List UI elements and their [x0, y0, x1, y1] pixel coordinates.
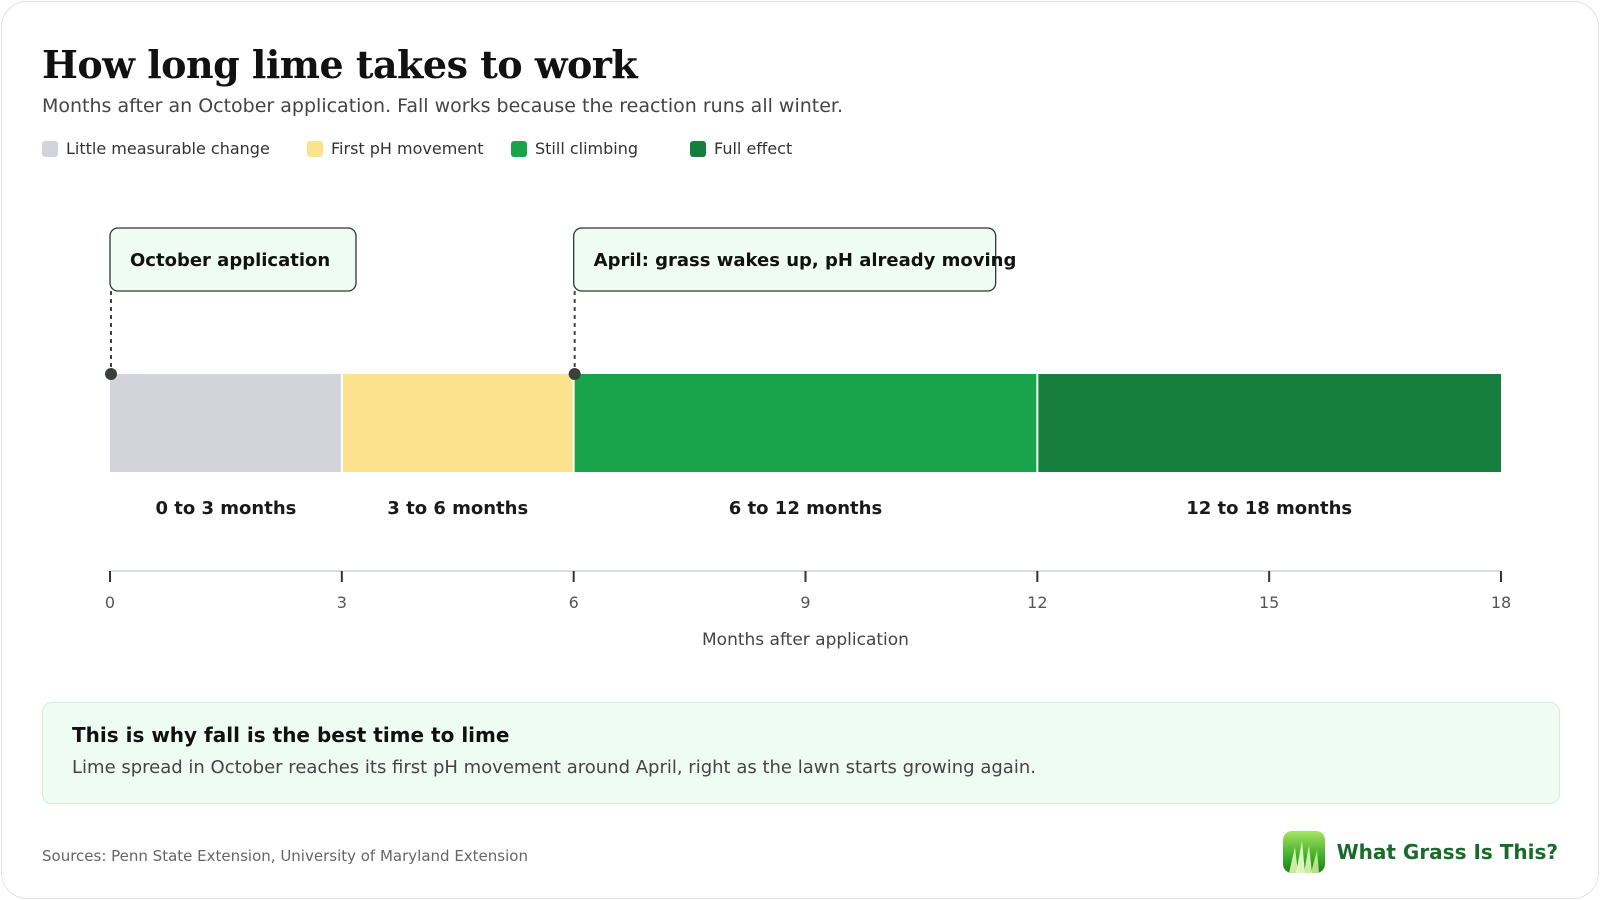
bar-segment — [573, 374, 1038, 472]
legend-swatch — [690, 140, 706, 157]
insight-box: This is why fall is the best time to lim… — [42, 702, 1560, 804]
page-subtitle: Months after an October application. Fal… — [42, 95, 844, 117]
legend-swatch — [511, 140, 527, 157]
grass-logo-icon — [1282, 831, 1325, 873]
legend-swatch — [42, 140, 58, 157]
legend-label: Still climbing — [535, 139, 639, 158]
bar-segment — [1037, 374, 1501, 472]
x-tick-label: 3 — [337, 593, 347, 612]
segment-label: 12 to 18 months — [1186, 498, 1352, 519]
page-title: How long lime takes to work — [42, 42, 638, 87]
sources-text: Sources: Penn State Extension, Universit… — [42, 847, 528, 865]
legend-item-still-climbing: Still climbing — [511, 139, 690, 158]
legend-item-first-movement: First pH movement — [307, 139, 511, 158]
segment-label: 0 to 3 months — [155, 498, 296, 519]
segment-label: 6 to 12 months — [729, 498, 882, 519]
x-tick-label: 6 — [569, 593, 579, 612]
annotation-text: April: grass wakes up, pH already moving — [594, 250, 1017, 271]
timeline-chart: 0 to 3 months 3 to 6 months 6 to 12 months… — [105, 227, 1511, 650]
legend-label: Full effect — [714, 139, 793, 158]
annotation-marker — [105, 368, 117, 380]
bar-segment — [110, 374, 342, 472]
x-tick-label: 18 — [1491, 593, 1511, 612]
x-axis-label: Months after application — [702, 630, 909, 650]
x-tick-label: 9 — [800, 593, 810, 612]
legend-label: First pH movement — [331, 139, 484, 158]
annotation-marker — [568, 368, 581, 380]
x-tick-label: 12 — [1027, 593, 1047, 612]
annotation-callout — [109, 227, 357, 292]
segment-label: 3 to 6 months — [387, 498, 528, 519]
annotation-callout — [573, 227, 997, 292]
bar-segment — [341, 374, 574, 472]
brand: What Grass Is This? — [1282, 831, 1558, 873]
brand-name: What Grass Is This? — [1336, 840, 1558, 864]
chart-legend: Little measurable change First pH moveme… — [42, 139, 850, 158]
insight-title: This is why fall is the best time to lim… — [72, 723, 510, 747]
legend-item-little-change: Little measurable change — [42, 139, 307, 158]
legend-item-full-effect: Full effect — [690, 139, 850, 158]
x-tick-label: 15 — [1259, 593, 1279, 612]
legend-swatch — [307, 140, 323, 157]
annotation-text: October application — [130, 250, 330, 271]
x-tick-label: 0 — [105, 593, 115, 612]
insight-body: Lime spread in October reaches its first… — [72, 757, 1036, 778]
legend-label: Little measurable change — [66, 139, 270, 158]
